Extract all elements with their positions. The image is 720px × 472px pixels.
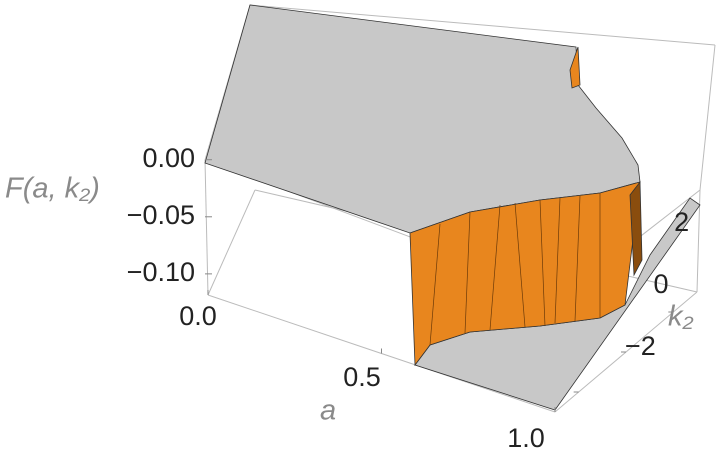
z-axis-label: F(a, k₂) — [5, 173, 100, 205]
x-tick-label: 1.0 — [507, 423, 545, 453]
surface — [204, 4, 701, 411]
x-tick-label: 0.5 — [343, 362, 381, 392]
y-tick-label: 0 — [653, 269, 668, 299]
z-tick-label: 0.00 — [142, 143, 195, 173]
surface-wall — [409, 181, 641, 367]
y-tick-label: 2 — [674, 207, 689, 237]
y-tick-label: −2 — [625, 331, 656, 361]
z-tick-label: −0.05 — [127, 200, 195, 230]
z-tick-label: −0.10 — [127, 257, 195, 287]
y-axis-label: k₂ — [668, 301, 694, 333]
surface-sliver — [569, 46, 581, 89]
x-axis-label: a — [320, 395, 336, 427]
wall-lines — [429, 193, 601, 346]
x-tick-label: 0.0 — [179, 301, 217, 331]
surface-wall-back — [629, 180, 643, 277]
